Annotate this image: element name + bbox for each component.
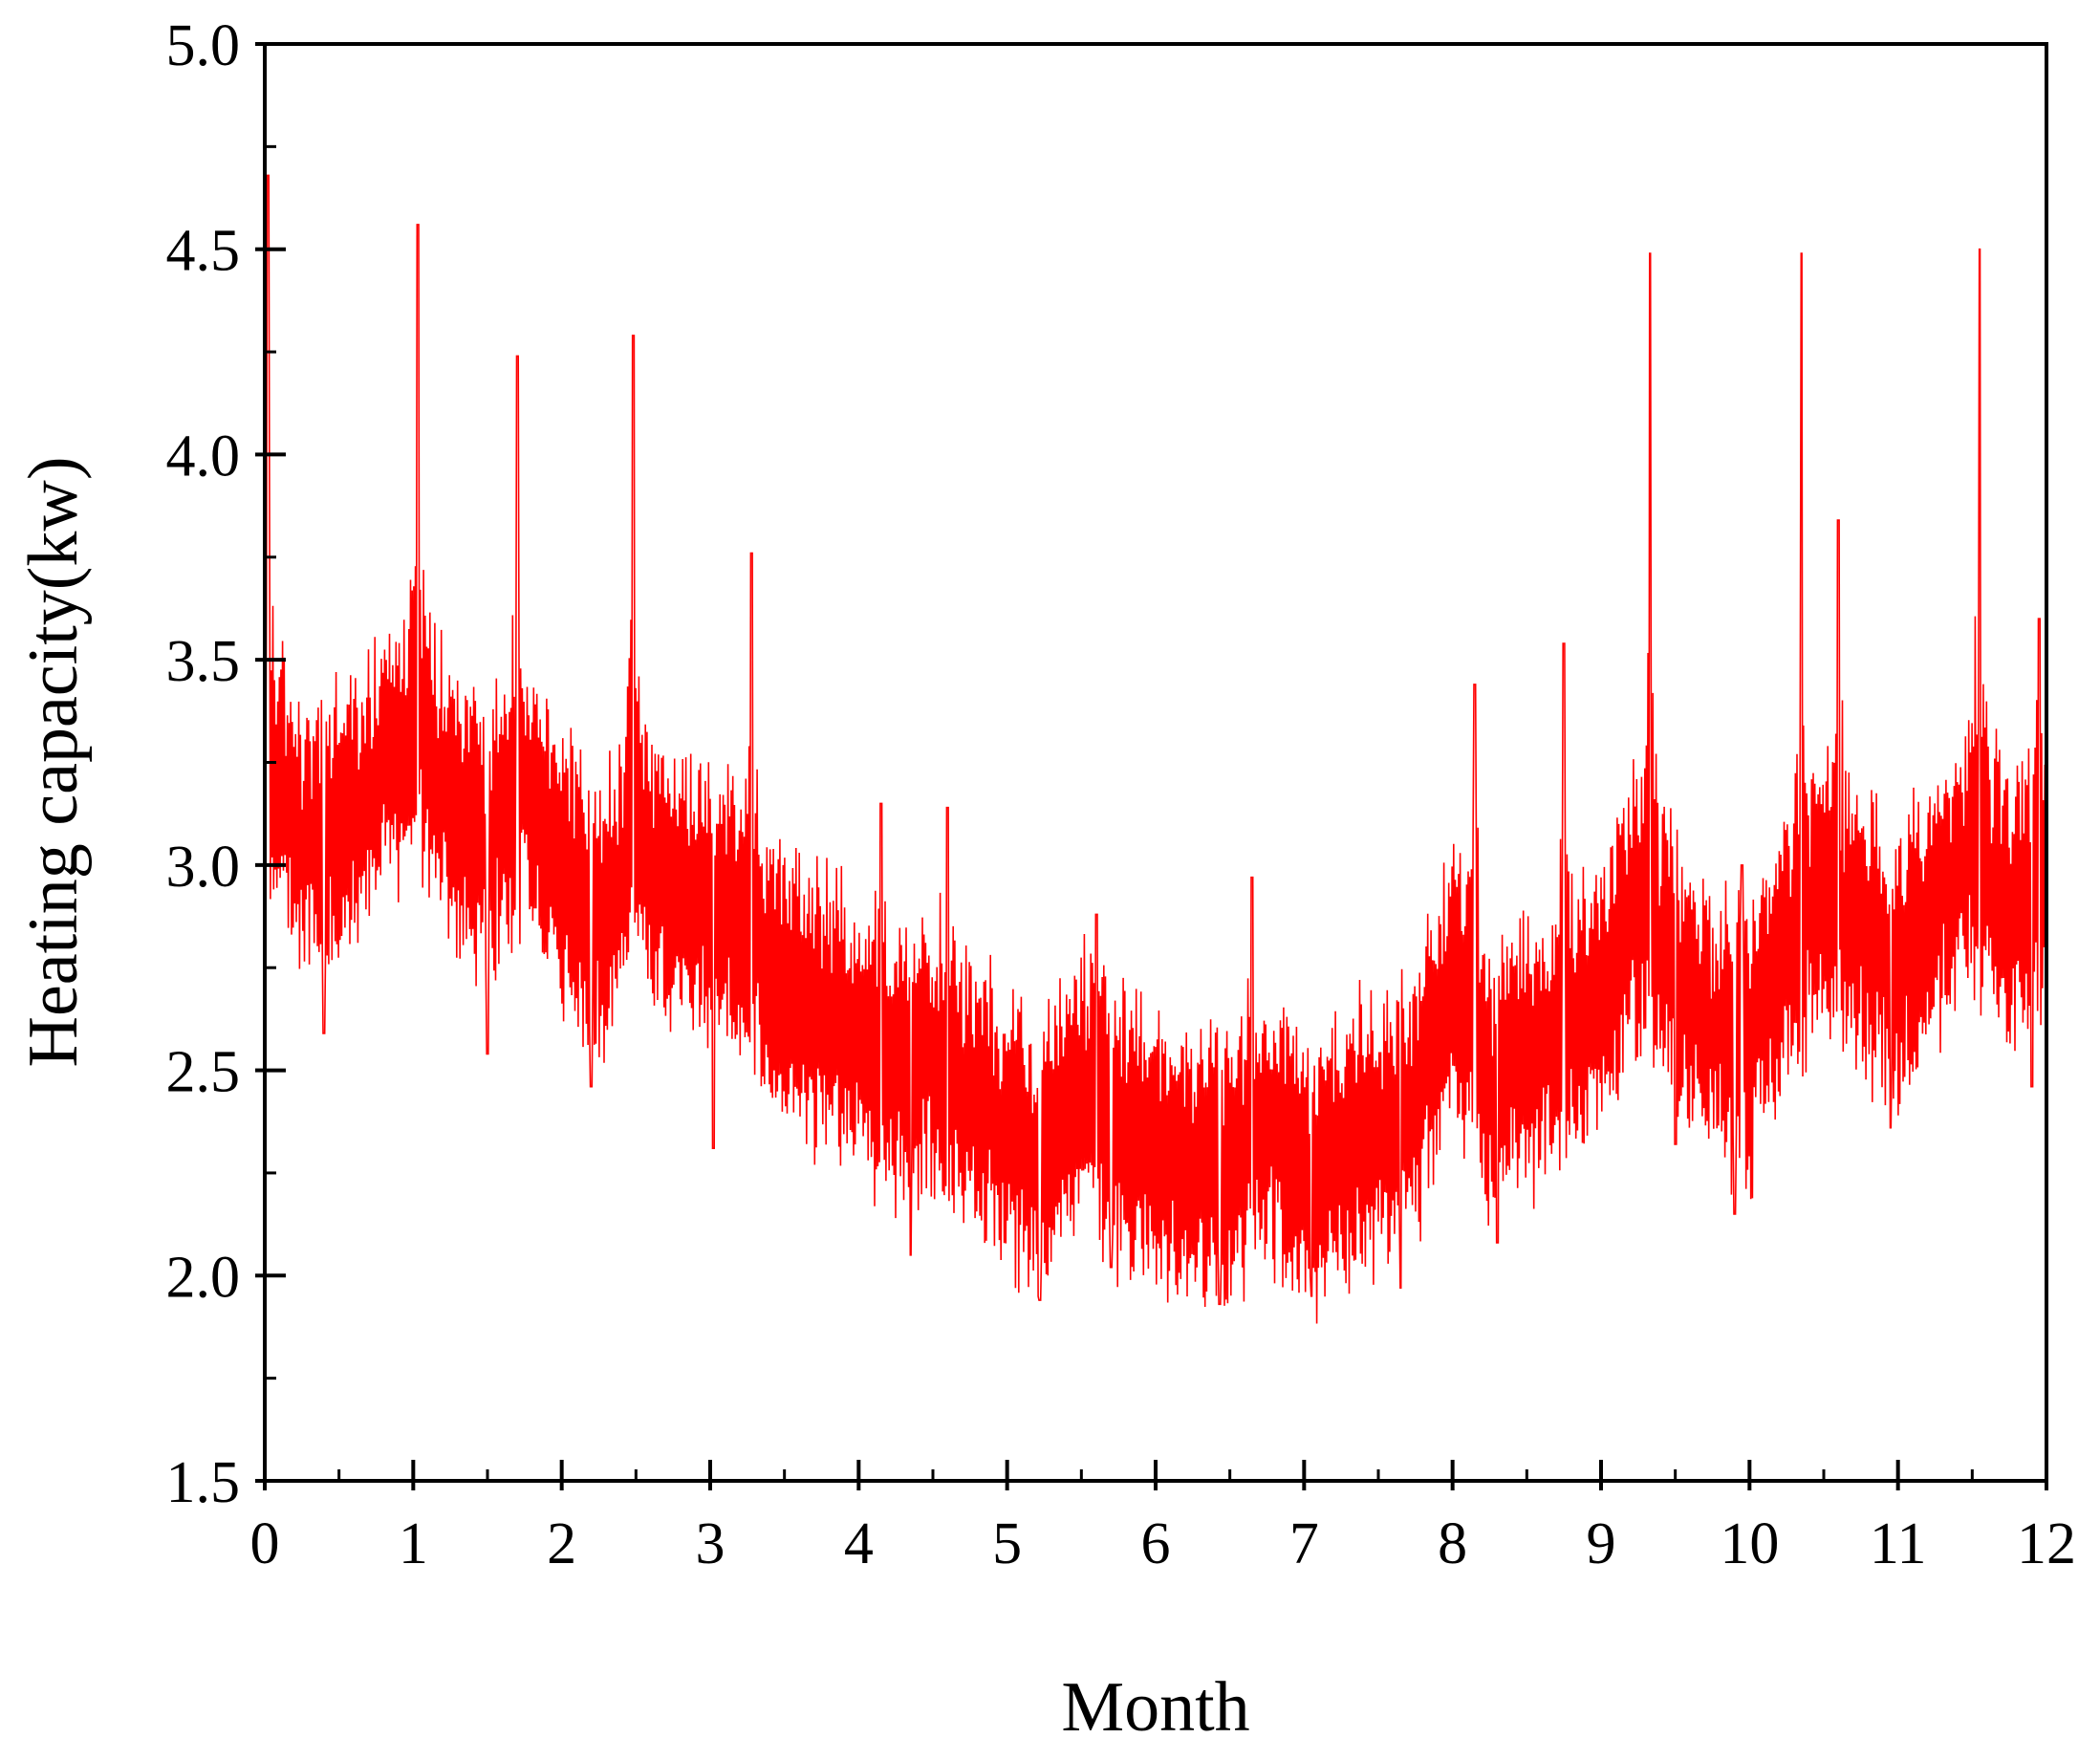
x-tick-label: 0 (250, 1511, 280, 1576)
y-axis-ticks: 1.5 2.0 2.5 3.0 3.5 4.0 4.5 5.0 (166, 13, 286, 1515)
x-tick-label: 10 (1720, 1511, 1779, 1576)
y-tick-label: 5.0 (166, 13, 241, 78)
x-axis-title: Month (1061, 1668, 1249, 1747)
y-tick-label: 4.5 (166, 219, 241, 284)
x-tick-label: 9 (1587, 1511, 1616, 1576)
x-tick-label: 6 (1141, 1511, 1171, 1576)
series-layer (264, 174, 2047, 1324)
y-tick-label: 2.0 (166, 1245, 241, 1310)
x-tick-label: 12 (2017, 1511, 2076, 1576)
y-tick-label: 1.5 (166, 1450, 241, 1515)
y-tick-label: 2.5 (166, 1040, 241, 1105)
heating-capacity-series-line (264, 174, 2047, 1324)
x-tick-label: 3 (696, 1511, 725, 1576)
x-tick-label: 1 (399, 1511, 428, 1576)
y-tick-label: 3.0 (166, 835, 241, 900)
y-tick-label: 4.0 (166, 424, 241, 489)
y-tick-label: 3.5 (166, 629, 241, 694)
x-tick-label: 8 (1438, 1511, 1467, 1576)
x-axis-ticks: 0 1 2 3 4 5 6 7 8 9 10 11 12 (250, 1460, 2076, 1576)
x-tick-label: 4 (844, 1511, 874, 1576)
x-tick-label: 5 (992, 1511, 1022, 1576)
x-tick-label: 11 (1870, 1511, 1927, 1576)
y-axis-title: Heating capacity(kw) (14, 457, 93, 1068)
x-tick-label: 2 (547, 1511, 576, 1576)
x-tick-label: 7 (1289, 1511, 1319, 1576)
